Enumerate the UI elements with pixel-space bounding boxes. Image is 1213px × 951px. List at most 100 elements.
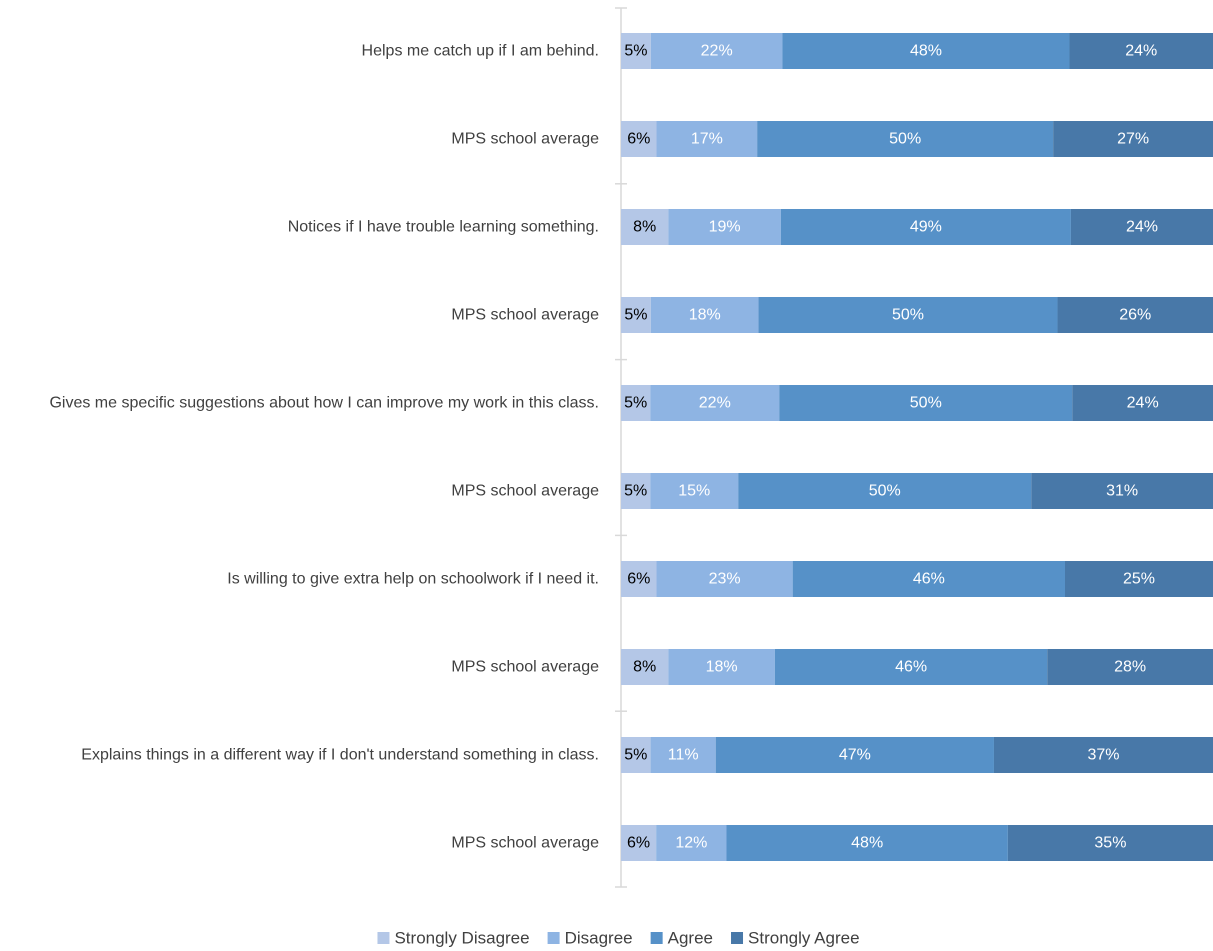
bar-segment [656,121,758,157]
data-label: 15% [678,483,710,500]
bar-segment [621,33,651,69]
bars: 5% 22% 48% 24% 6% 17% 50% 27% 8% 19% 49% 24% 5% 18% 50… [621,33,1213,861]
category-label: Gives me specific suggestions about how … [49,395,599,412]
bar-segment [656,825,727,861]
legend-label: Disagree [565,929,633,948]
data-label: 50% [910,395,942,412]
data-label: 49% [910,219,942,236]
data-label: 23% [709,571,741,588]
data-label: 28% [1114,659,1146,676]
data-label: 18% [706,659,738,676]
bar-segment [650,473,739,509]
data-label: 25% [1123,571,1155,588]
category-labels: Helps me catch up if I am behind. MPS sch… [49,43,599,852]
bar-segment [650,737,716,773]
legend-swatch [547,932,560,944]
data-label: 8% [633,219,656,236]
data-label: 11% [668,747,699,764]
data-label: 47% [839,747,871,764]
bar-segment [1070,209,1213,245]
data-label: 50% [892,307,924,324]
category-label: MPS school average [451,131,599,148]
data-label: 46% [913,571,945,588]
data-label: 24% [1125,43,1157,60]
bar-segment [1057,297,1213,333]
legend-swatch [650,932,663,944]
bar-segment [621,385,651,421]
category-label: MPS school average [451,835,599,852]
bar-segment [715,737,994,773]
data-label: 5% [624,43,647,60]
bar-segment [621,737,651,773]
legend-label: Strongly Agree [748,929,860,948]
data-label: 50% [889,131,921,148]
data-label: 19% [709,219,741,236]
data-label: 6% [627,835,650,852]
bar-segment [757,121,1054,157]
bar-segment [668,209,781,245]
data-label: 27% [1117,131,1149,148]
bar-segment [738,473,1032,509]
data-label: 8% [633,659,656,676]
bar-segment [656,561,793,597]
bar-segment [1031,473,1213,509]
bar-segment [1069,33,1213,69]
bar-segment [621,121,657,157]
bar-segment [1053,121,1213,157]
data-label: 24% [1126,219,1158,236]
legend-label: Strongly Disagree [394,929,529,948]
data-label: 48% [851,835,883,852]
data-label: 31% [1106,483,1138,500]
data-label: 22% [699,395,731,412]
bar-segment [779,385,1073,421]
data-label: 6% [627,571,650,588]
data-label: 46% [895,659,927,676]
data-label: 24% [1127,395,1159,412]
legend-swatch [377,932,390,944]
bar-segment [726,825,1008,861]
data-label: 35% [1094,835,1126,852]
bar-segment [650,297,759,333]
bar-segment [621,825,657,861]
category-label: Explains things in a different way if I … [81,747,599,764]
category-label: MPS school average [451,659,599,676]
bar-segment [774,649,1048,685]
bar-segment [780,209,1071,245]
bar-segment [621,561,657,597]
data-label: 12% [675,835,707,852]
data-label: 37% [1087,747,1119,764]
bar-segment [792,561,1065,597]
data-label: 6% [627,131,650,148]
data-label: 5% [624,483,647,500]
category-label: MPS school average [451,307,599,324]
category-label: MPS school average [451,483,599,500]
bar-segment [993,737,1213,773]
legend-label: Agree [668,929,713,948]
bar-segment [621,649,669,685]
data-label: 22% [701,43,733,60]
bar-segment [650,385,780,421]
data-label: 18% [689,307,721,324]
category-label: Notices if I have trouble learning somet… [288,219,599,236]
bar-segment [1047,649,1213,685]
bar-segment [621,297,651,333]
data-label: 17% [691,131,723,148]
legend: Strongly Disagree Disagree Agree Strongly A… [377,929,860,948]
data-label: 5% [624,395,647,412]
category-label: Helps me catch up if I am behind. [362,43,599,60]
bar-segment [650,33,783,69]
bar-segment [621,209,669,245]
category-label: Is willing to give extra help on schoolw… [227,571,599,588]
legend-swatch [731,932,744,944]
data-label: 26% [1119,307,1151,324]
data-label: 5% [624,307,647,324]
bar-segment [1072,385,1213,421]
bar-segment [621,473,651,509]
bar-segment [758,297,1058,333]
data-label: 48% [910,43,942,60]
bar-segment [782,33,1070,69]
data-label: 5% [624,747,647,764]
bar-segment [668,649,775,685]
data-label: 50% [869,483,901,500]
